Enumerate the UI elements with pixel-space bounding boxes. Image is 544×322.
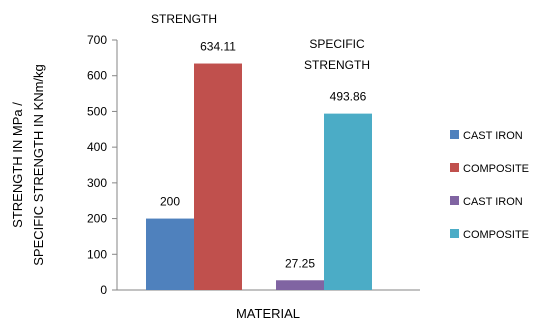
y-tick-label: 100 [87, 247, 107, 261]
y-tick-label: 0 [100, 283, 107, 297]
y-tick-label: 300 [87, 176, 107, 190]
legend-label: CAST IRON [463, 130, 523, 142]
bar-strength-composite [194, 63, 242, 291]
legend-swatch-composite [450, 163, 459, 172]
legend-label: COMPOSITE [463, 163, 529, 175]
x-axis-title: MATERIAL [236, 306, 300, 321]
group-label: STRENGTH [304, 58, 370, 72]
data-label: 200 [160, 195, 180, 209]
data-label: 493.86 [330, 90, 367, 104]
y-tick-label: 600 [87, 69, 107, 83]
legend-label: COMPOSITE [463, 229, 529, 241]
y-axis-title-line: STRENGTH IN MPa / [10, 102, 25, 228]
y-axis-title-line: SPECIFIC STRENGTH IN KNm/kg [31, 64, 46, 266]
data-label: 27.25 [285, 256, 315, 270]
legend-swatch-composite [450, 229, 459, 238]
y-tick-label: 400 [87, 140, 107, 154]
y-tick-label: 200 [87, 212, 107, 226]
bar-specific-strength-composite [324, 113, 372, 290]
bar-specific-strength-cast-iron [276, 280, 324, 290]
legend-label: CAST IRON [463, 196, 523, 208]
legend-swatch-cast-iron [450, 196, 459, 205]
y-tick-label: 700 [87, 33, 107, 47]
data-label: 634.11 [200, 40, 236, 54]
group-label: SPECIFIC [309, 37, 365, 51]
y-tick-label: 500 [87, 104, 107, 118]
group-label: STRENGTH [151, 12, 217, 26]
legend-swatch-cast-iron [450, 130, 459, 139]
bar-strength-cast-iron [146, 218, 194, 290]
